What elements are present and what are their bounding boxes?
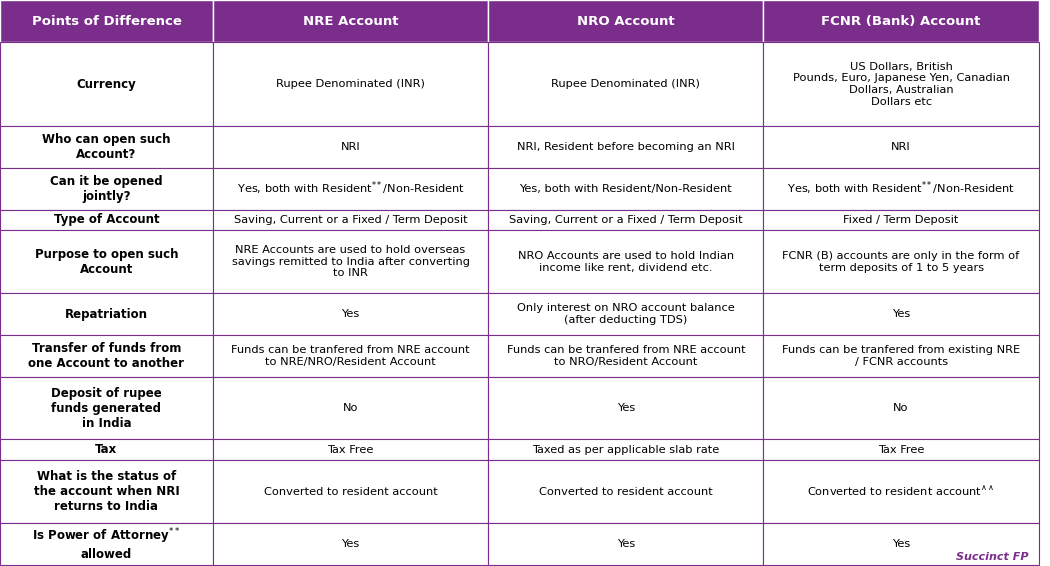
Bar — [763, 126, 1038, 168]
Bar — [488, 230, 763, 293]
Bar — [213, 126, 488, 168]
Bar — [0, 230, 213, 293]
Text: Funds can be tranfered from NRE account
to NRE/NRO/Resident Account: Funds can be tranfered from NRE account … — [231, 345, 470, 367]
Bar — [213, 523, 488, 565]
Text: Yes: Yes — [341, 539, 360, 549]
Bar — [488, 377, 763, 439]
Text: Tax: Tax — [96, 443, 118, 456]
Text: Transfer of funds from
one Account to another: Transfer of funds from one Account to an… — [28, 342, 185, 370]
Bar — [488, 168, 763, 209]
Bar — [488, 460, 763, 523]
Bar — [763, 209, 1038, 230]
Text: US Dollars, British
Pounds, Euro, Japanese Yen, Canadian
Dollars, Australian
Dol: US Dollars, British Pounds, Euro, Japane… — [793, 62, 1010, 106]
Text: Only interest on NRO account balance
(after deducting TDS): Only interest on NRO account balance (af… — [517, 303, 735, 325]
Bar — [213, 0, 488, 42]
Text: NRI: NRI — [891, 142, 911, 152]
Bar — [213, 209, 488, 230]
Text: Saving, Current or a Fixed / Term Deposit: Saving, Current or a Fixed / Term Deposi… — [509, 215, 742, 225]
Text: Converted to resident account$^{\wedge\wedge}$: Converted to resident account$^{\wedge\w… — [807, 485, 995, 498]
Bar — [763, 42, 1038, 126]
Text: Yes, both with Resident$^{**}$/Non-Resident: Yes, both with Resident$^{**}$/Non-Resid… — [236, 180, 464, 198]
Text: Purpose to open such
Account: Purpose to open such Account — [35, 248, 179, 276]
Text: Type of Account: Type of Account — [54, 213, 160, 226]
Bar — [0, 523, 213, 565]
Text: Can it be opened
jointly?: Can it be opened jointly? — [50, 175, 163, 203]
Bar — [213, 230, 488, 293]
Text: Saving, Current or a Fixed / Term Deposit: Saving, Current or a Fixed / Term Deposi… — [234, 215, 467, 225]
Bar — [213, 377, 488, 439]
Text: NRO Accounts are used to hold Indian
income like rent, dividend etc.: NRO Accounts are used to hold Indian inc… — [518, 251, 734, 273]
Text: Rupee Denominated (INR): Rupee Denominated (INR) — [551, 79, 700, 89]
Bar — [763, 439, 1038, 460]
Text: Who can open such
Account?: Who can open such Account? — [42, 133, 171, 161]
Text: FCNR (B) accounts are only in the form of
term deposits of 1 to 5 years: FCNR (B) accounts are only in the form o… — [782, 251, 1020, 273]
Bar — [0, 168, 213, 209]
Bar — [0, 209, 213, 230]
Bar — [763, 460, 1038, 523]
Bar — [0, 126, 213, 168]
Bar — [0, 293, 213, 335]
Bar — [0, 377, 213, 439]
Bar — [213, 293, 488, 335]
Bar — [0, 42, 213, 126]
Text: Yes: Yes — [892, 539, 910, 549]
Text: No: No — [343, 403, 358, 413]
Bar — [213, 42, 488, 126]
Text: Converted to resident account: Converted to resident account — [264, 487, 438, 497]
Bar — [488, 335, 763, 377]
Text: Repatriation: Repatriation — [65, 307, 148, 320]
Bar — [0, 460, 213, 523]
Bar — [213, 439, 488, 460]
Bar — [488, 209, 763, 230]
Text: Tax Free: Tax Free — [328, 445, 374, 455]
Bar — [763, 377, 1038, 439]
Text: NRO Account: NRO Account — [578, 15, 675, 28]
Bar — [763, 293, 1038, 335]
Text: Succinct FP: Succinct FP — [956, 552, 1028, 562]
Text: NRE Accounts are used to hold overseas
savings remitted to India after convertin: NRE Accounts are used to hold overseas s… — [232, 245, 469, 278]
Text: No: No — [894, 403, 909, 413]
Text: Tax Free: Tax Free — [878, 445, 924, 455]
Bar — [763, 335, 1038, 377]
Text: Deposit of rupee
funds generated
in India: Deposit of rupee funds generated in Indi… — [51, 387, 162, 430]
Bar — [213, 460, 488, 523]
Bar — [488, 293, 763, 335]
Bar — [488, 126, 763, 168]
Bar — [488, 0, 763, 42]
Bar — [763, 0, 1038, 42]
Text: Taxed as per applicable slab rate: Taxed as per applicable slab rate — [532, 445, 719, 455]
Text: Yes: Yes — [616, 539, 635, 549]
Text: Yes: Yes — [892, 309, 910, 319]
Text: Currency: Currency — [77, 78, 136, 91]
Text: Converted to resident account: Converted to resident account — [539, 487, 713, 497]
Text: NRI: NRI — [340, 142, 360, 152]
Text: Yes: Yes — [616, 403, 635, 413]
Bar — [213, 335, 488, 377]
Text: FCNR (Bank) Account: FCNR (Bank) Account — [821, 15, 981, 28]
Bar — [488, 439, 763, 460]
Text: Funds can be tranfered from existing NRE
/ FCNR accounts: Funds can be tranfered from existing NRE… — [782, 345, 1021, 367]
Bar — [763, 523, 1038, 565]
Bar — [763, 230, 1038, 293]
Text: Yes: Yes — [341, 309, 360, 319]
Text: Yes, both with Resident$^{**}$/Non-Resident: Yes, both with Resident$^{**}$/Non-Resid… — [788, 180, 1015, 198]
Bar — [488, 523, 763, 565]
Text: Fixed / Term Deposit: Fixed / Term Deposit — [843, 215, 959, 225]
Bar — [0, 0, 213, 42]
Bar — [0, 439, 213, 460]
Bar — [488, 42, 763, 126]
Bar — [0, 335, 213, 377]
Text: What is the status of
the account when NRI
returns to India: What is the status of the account when N… — [34, 470, 180, 513]
Bar — [213, 168, 488, 209]
Text: Points of Difference: Points of Difference — [32, 15, 182, 28]
Text: NRE Account: NRE Account — [302, 15, 398, 28]
Text: Is Power of Attorney$^{**}$
allowed: Is Power of Attorney$^{**}$ allowed — [33, 526, 181, 561]
Text: Rupee Denominated (INR): Rupee Denominated (INR) — [276, 79, 425, 89]
Bar — [763, 168, 1038, 209]
Text: NRI, Resident before becoming an NRI: NRI, Resident before becoming an NRI — [517, 142, 735, 152]
Text: Funds can be tranfered from NRE account
to NRO/Resident Account: Funds can be tranfered from NRE account … — [506, 345, 746, 367]
Text: Yes, both with Resident/Non-Resident: Yes, both with Resident/Non-Resident — [520, 183, 732, 194]
